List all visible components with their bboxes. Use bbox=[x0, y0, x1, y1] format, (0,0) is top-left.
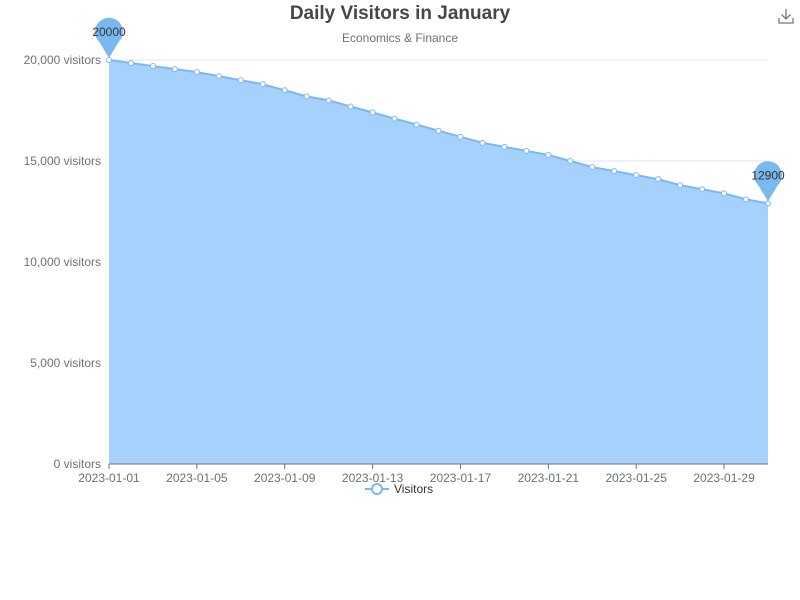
x-axis-labels: 2023-01-01 2023-01-05 2023-01-09 2023-01-13… bbox=[78, 471, 755, 485]
data-point bbox=[281, 87, 288, 94]
marker-pin: 12900 bbox=[751, 161, 785, 202]
x-tick-label: 2023-01-25 bbox=[606, 471, 668, 485]
data-point bbox=[237, 77, 244, 84]
data-point bbox=[193, 69, 200, 76]
y-tick-label: 10,000 visitors bbox=[24, 255, 101, 269]
x-tick-label: 2023-01-29 bbox=[693, 471, 755, 485]
x-tick-label: 2023-01-21 bbox=[518, 471, 580, 485]
chart-title: Daily Visitors in January bbox=[290, 3, 511, 24]
data-point bbox=[391, 115, 398, 122]
series-points bbox=[106, 57, 771, 207]
data-point bbox=[171, 66, 178, 73]
data-point bbox=[765, 200, 771, 207]
download-button[interactable] bbox=[778, 9, 794, 24]
series-area bbox=[108, 59, 769, 464]
data-point bbox=[633, 172, 640, 179]
x-tick-label: 2023-01-09 bbox=[254, 471, 316, 485]
data-point bbox=[457, 133, 464, 140]
x-axis bbox=[108, 463, 768, 469]
marker-pin-shape bbox=[95, 17, 123, 58]
x-tick-label: 2023-01-17 bbox=[430, 471, 492, 485]
data-point bbox=[677, 182, 684, 189]
marker-label: 12900 bbox=[751, 168, 785, 182]
marker-pin: 20000 bbox=[92, 17, 126, 58]
data-point bbox=[743, 196, 750, 203]
data-point bbox=[215, 73, 222, 80]
data-point bbox=[149, 63, 156, 70]
data-point bbox=[699, 186, 706, 193]
data-point bbox=[589, 164, 596, 171]
legend[interactable]: Visitors bbox=[365, 482, 433, 496]
y-tick-label: 0 visitors bbox=[54, 457, 101, 471]
data-point bbox=[655, 176, 662, 183]
y-tick-label: 20,000 visitors bbox=[24, 53, 101, 67]
data-point bbox=[303, 93, 310, 100]
data-point bbox=[523, 147, 530, 154]
data-point bbox=[479, 139, 486, 146]
data-point bbox=[325, 97, 332, 104]
data-point bbox=[435, 127, 442, 134]
y-axis-labels: 0 visitors 5,000 visitors 10,000 visitors 1… bbox=[24, 53, 101, 471]
legend-marker bbox=[371, 483, 383, 495]
data-point bbox=[413, 121, 420, 128]
data-point bbox=[567, 158, 574, 164]
data-point bbox=[106, 57, 112, 63]
marker-label: 20000 bbox=[92, 25, 126, 39]
data-point bbox=[611, 168, 618, 175]
marker-pin-shape bbox=[754, 161, 783, 202]
x-tick-label: 2023-01-01 bbox=[78, 471, 140, 485]
x-tick-label: 2023-01-13 bbox=[342, 471, 404, 485]
data-point bbox=[347, 103, 354, 110]
data-point bbox=[259, 81, 266, 88]
download-icon bbox=[778, 9, 794, 24]
data-point bbox=[545, 151, 552, 158]
y-tick-label: 15,000 visitors bbox=[24, 154, 101, 168]
data-point bbox=[721, 190, 728, 197]
data-point bbox=[501, 143, 508, 150]
area-fill bbox=[109, 60, 768, 464]
y-tick-label: 5,000 visitors bbox=[30, 356, 101, 370]
x-tick-label: 2023-01-05 bbox=[166, 471, 228, 485]
data-point bbox=[127, 60, 134, 67]
marker-pins: 20000 12900 bbox=[92, 17, 785, 202]
chart-subtitle: Economics & Finance bbox=[342, 31, 458, 45]
data-point bbox=[369, 109, 376, 116]
legend-label-visitors: Visitors bbox=[394, 482, 433, 496]
